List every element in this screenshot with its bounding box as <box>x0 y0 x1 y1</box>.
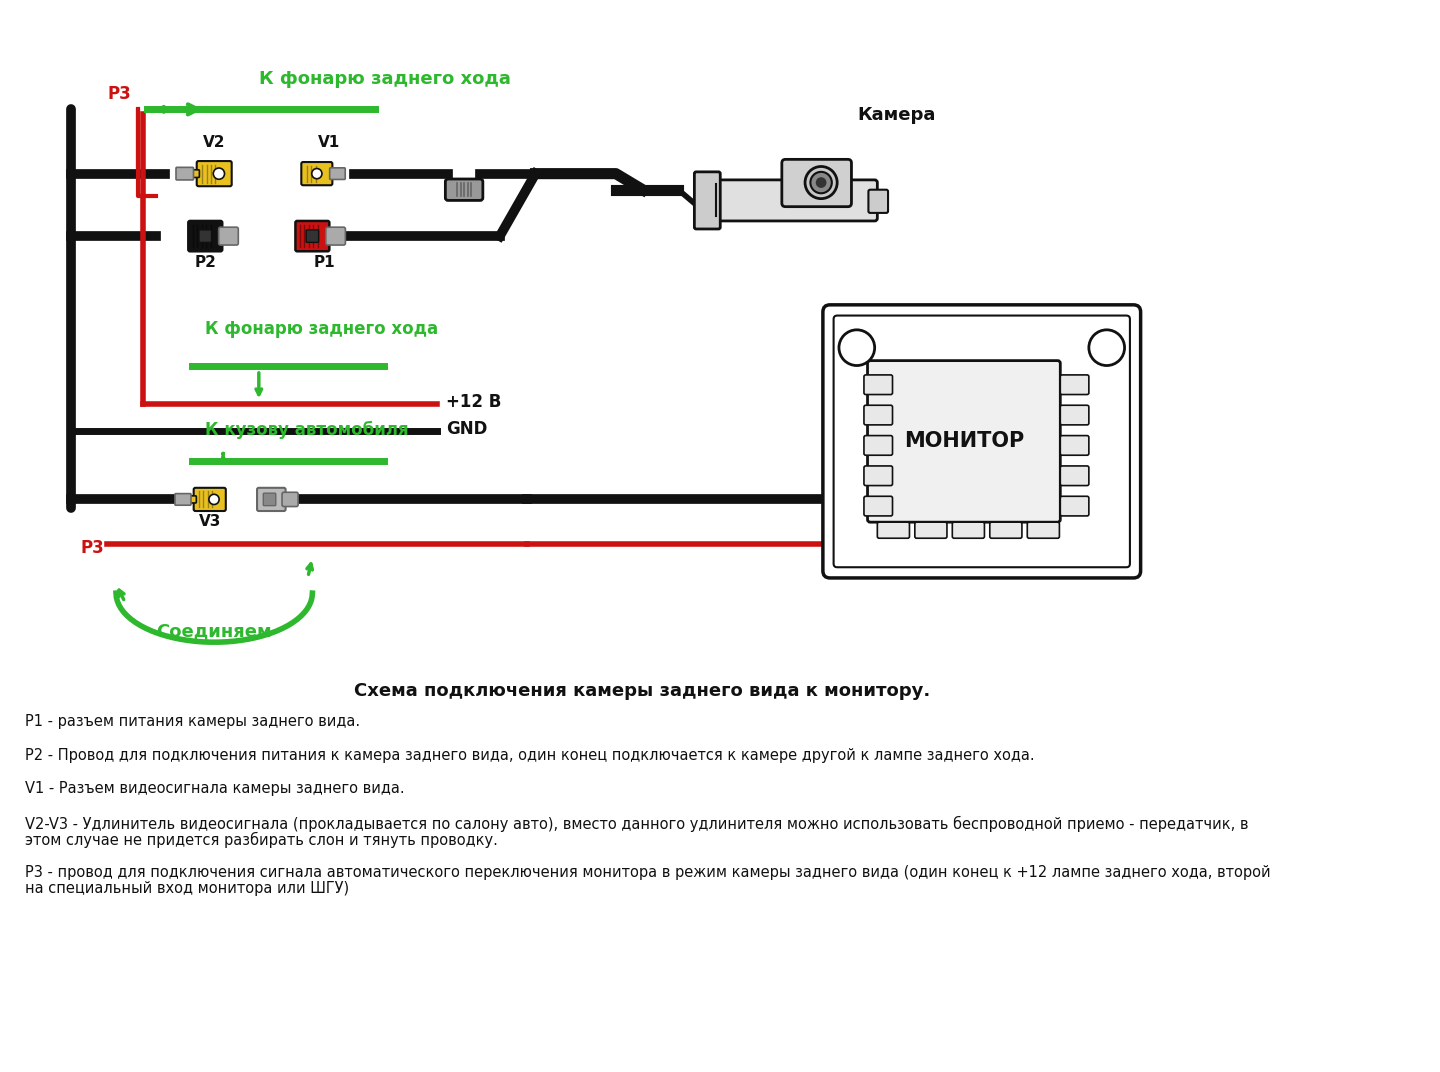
FancyBboxPatch shape <box>199 229 212 242</box>
FancyBboxPatch shape <box>197 161 232 187</box>
FancyBboxPatch shape <box>174 493 192 505</box>
Text: на специальный вход монитора или ШГУ): на специальный вход монитора или ШГУ) <box>24 881 348 896</box>
FancyBboxPatch shape <box>989 522 1022 538</box>
Circle shape <box>815 177 827 188</box>
FancyBboxPatch shape <box>325 227 346 245</box>
Text: МОНИТОР: МОНИТОР <box>904 431 1024 451</box>
FancyBboxPatch shape <box>264 493 276 506</box>
FancyBboxPatch shape <box>864 435 893 456</box>
Text: V1 - Разъем видеосигнала камеры заднего вида.: V1 - Разъем видеосигнала камеры заднего … <box>24 781 405 796</box>
Text: P1: P1 <box>314 255 336 270</box>
Text: P2: P2 <box>194 255 216 270</box>
FancyBboxPatch shape <box>445 179 482 200</box>
Circle shape <box>805 166 837 198</box>
FancyBboxPatch shape <box>330 168 346 179</box>
FancyBboxPatch shape <box>952 522 985 538</box>
Text: GND: GND <box>446 420 488 438</box>
FancyBboxPatch shape <box>868 190 888 213</box>
Circle shape <box>1089 330 1125 366</box>
FancyBboxPatch shape <box>864 405 893 425</box>
FancyBboxPatch shape <box>189 221 222 251</box>
Circle shape <box>811 172 832 193</box>
FancyBboxPatch shape <box>1060 466 1089 486</box>
Circle shape <box>840 330 874 366</box>
Text: К фонарю заднего хода: К фонарю заднего хода <box>206 321 438 339</box>
Text: P3: P3 <box>81 539 104 557</box>
Text: К кузову автомобиля: К кузову автомобиля <box>206 421 409 440</box>
Text: этом случае не придется разбирать слон и тянуть проводку.: этом случае не придется разбирать слон и… <box>24 832 498 848</box>
FancyBboxPatch shape <box>176 167 193 180</box>
FancyBboxPatch shape <box>867 360 1060 522</box>
FancyBboxPatch shape <box>914 522 948 538</box>
FancyBboxPatch shape <box>1060 375 1089 394</box>
Circle shape <box>311 168 323 179</box>
FancyBboxPatch shape <box>193 488 226 511</box>
Text: +12 В: +12 В <box>446 393 501 412</box>
Text: К фонарю заднего хода: К фонарю заднего хода <box>259 71 511 88</box>
FancyBboxPatch shape <box>1060 435 1089 456</box>
FancyBboxPatch shape <box>295 221 330 251</box>
Text: P1 - разъем питания камеры заднего вида.: P1 - разъем питания камеры заднего вида. <box>24 714 360 729</box>
FancyBboxPatch shape <box>694 172 720 229</box>
FancyBboxPatch shape <box>834 315 1130 567</box>
Text: V2: V2 <box>203 135 226 150</box>
Text: V3: V3 <box>199 515 220 530</box>
FancyBboxPatch shape <box>711 180 877 221</box>
Text: Камера: Камера <box>858 106 936 124</box>
FancyBboxPatch shape <box>282 492 298 507</box>
FancyBboxPatch shape <box>864 375 893 394</box>
FancyBboxPatch shape <box>1060 496 1089 516</box>
FancyBboxPatch shape <box>864 466 893 486</box>
FancyBboxPatch shape <box>782 160 851 207</box>
FancyBboxPatch shape <box>301 162 333 185</box>
FancyBboxPatch shape <box>1027 522 1060 538</box>
FancyBboxPatch shape <box>307 229 318 242</box>
Text: V2-V3 - Удлинитель видеосигнала (прокладывается по салону авто), вместо данного : V2-V3 - Удлинитель видеосигнала (проклад… <box>24 816 1248 832</box>
FancyBboxPatch shape <box>864 496 893 516</box>
FancyBboxPatch shape <box>822 304 1140 578</box>
Text: Соединяем: Соединяем <box>157 622 272 640</box>
FancyBboxPatch shape <box>1060 405 1089 425</box>
FancyBboxPatch shape <box>258 488 285 511</box>
FancyBboxPatch shape <box>877 522 910 538</box>
Text: P2 - Провод для подключения питания к камера заднего вида, один конец подключает: P2 - Провод для подключения питания к ка… <box>24 747 1034 762</box>
FancyBboxPatch shape <box>192 169 199 178</box>
Text: Схема подключения камеры заднего вида к монитору.: Схема подключения камеры заднего вида к … <box>354 683 930 700</box>
Circle shape <box>209 494 219 505</box>
FancyBboxPatch shape <box>189 496 196 503</box>
FancyBboxPatch shape <box>219 227 238 245</box>
Text: V1: V1 <box>318 135 340 150</box>
Circle shape <box>213 168 225 179</box>
Text: P3: P3 <box>107 85 131 103</box>
Text: Р3 - провод для подключения сигнала автоматического переключения монитора в режи: Р3 - провод для подключения сигнала авто… <box>24 865 1270 880</box>
